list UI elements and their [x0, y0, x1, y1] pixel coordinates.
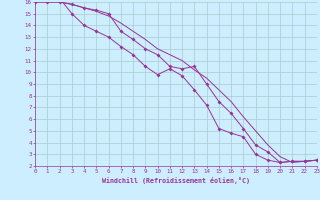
X-axis label: Windchill (Refroidissement éolien,°C): Windchill (Refroidissement éolien,°C) — [102, 177, 250, 184]
